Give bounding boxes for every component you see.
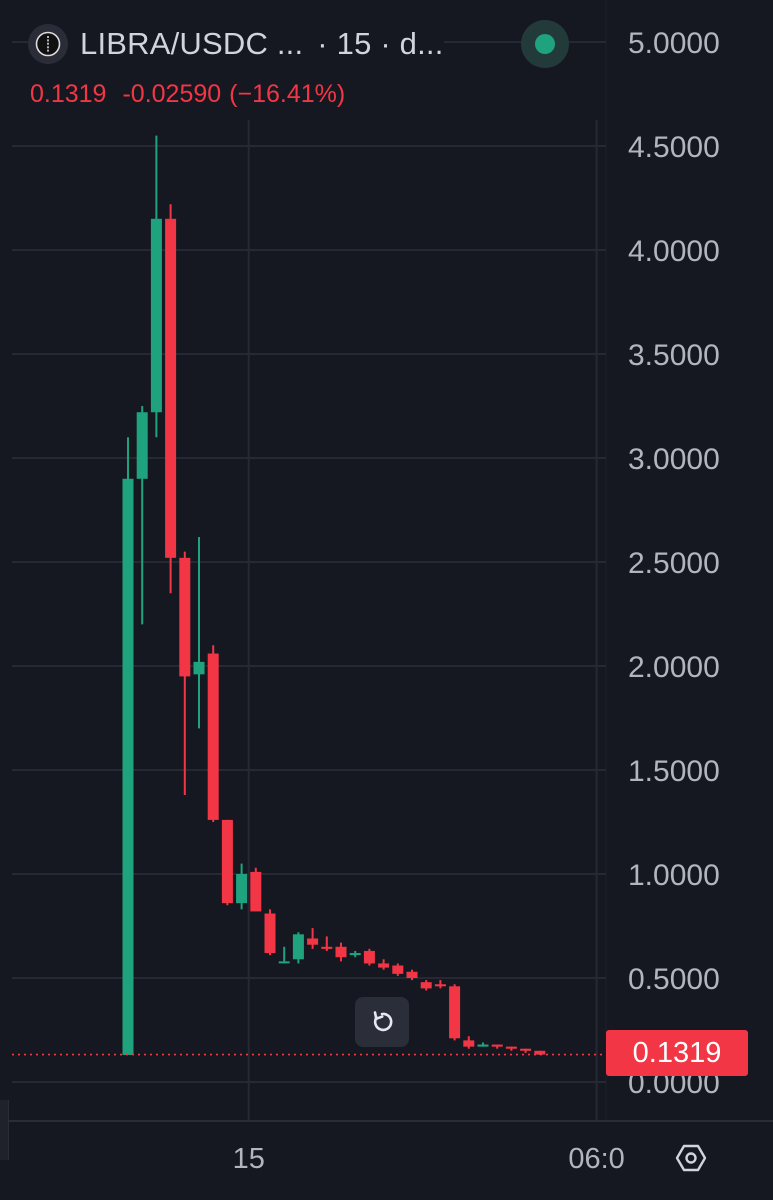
candle (534, 1050, 546, 1055)
candle (207, 645, 219, 822)
candle-body (321, 946, 333, 949)
candle (193, 537, 205, 729)
libra-logo-icon (28, 24, 68, 64)
price-axis-label: 0.5000 (628, 963, 720, 996)
candle-body (136, 412, 148, 479)
status-dot-icon (535, 34, 555, 54)
candle-body (434, 984, 446, 987)
candle (221, 819, 233, 906)
price-summary: 0.1319 -0.02590 (−16.41%) (30, 80, 345, 109)
market-status-indicator[interactable] (521, 20, 569, 68)
candle-body (207, 653, 219, 820)
candle-body (221, 819, 233, 904)
candle-body (406, 971, 418, 978)
candle-body (491, 1044, 503, 1047)
candles (12, 135, 606, 1056)
price-axis-label: 1.0000 (628, 859, 720, 892)
candle (292, 932, 304, 964)
candle (349, 950, 361, 958)
candle-body (250, 871, 262, 912)
candle-body (193, 661, 205, 675)
candle (520, 1048, 532, 1053)
current-price-tag: 0.1319 (606, 1030, 748, 1076)
candle-body (378, 963, 390, 968)
candle-body (179, 557, 191, 677)
candle (122, 437, 134, 1055)
candle (307, 928, 319, 949)
price-axis-label: 2.5000 (628, 547, 720, 580)
candle (406, 969, 418, 981)
price-axis-label: 4.5000 (628, 131, 720, 164)
price-change-percent: (−16.41%) (229, 80, 346, 108)
candle (150, 135, 162, 438)
candle-body (534, 1050, 546, 1055)
candle (136, 406, 148, 625)
candle-body (349, 953, 361, 956)
symbol-header[interactable]: LIBRA/USDC ... · 15 · d... (28, 20, 444, 68)
interval-label: · 15 · d... (317, 26, 444, 61)
candle (278, 946, 290, 964)
candle-body (307, 938, 319, 945)
candle (505, 1046, 517, 1051)
candle-body (392, 965, 404, 974)
candle (477, 1042, 489, 1047)
candle (321, 936, 333, 951)
candle-body (505, 1046, 517, 1049)
candle (392, 963, 404, 976)
candle-body (335, 946, 347, 958)
candle-body (449, 986, 461, 1039)
last-price: 0.1319 (30, 80, 107, 108)
candle (165, 204, 177, 594)
candle-body (278, 961, 290, 964)
price-axis: 5.0000 4.5000 4.0000 3.5000 3.0000 2.5000 2.00… (605, 0, 720, 1121)
rotate-ccw-icon (373, 1011, 393, 1032)
price-axis-label: 3.5000 (628, 339, 720, 372)
reset-chart-button[interactable] (355, 997, 409, 1047)
candle (491, 1044, 503, 1049)
candle (378, 959, 390, 970)
candle (420, 980, 432, 991)
candle-body (520, 1048, 532, 1051)
candle (463, 1036, 475, 1049)
price-axis-label: 5.0000 (628, 27, 720, 60)
price-axis-label: 1.5000 (628, 755, 720, 788)
candle (449, 984, 461, 1041)
price-axis-label: 2.0000 (628, 651, 720, 684)
time-axis-label: 06:0 (568, 1143, 624, 1175)
chart-grid (12, 41, 606, 1120)
candle-body (165, 218, 177, 558)
chart-settings-button[interactable] (668, 1135, 714, 1181)
candle-body (420, 982, 432, 989)
candle-body (236, 874, 248, 904)
candle-body (363, 950, 375, 964)
candle (250, 867, 262, 912)
time-axis: 15 06:0 (0, 1120, 773, 1175)
candle-body (477, 1044, 489, 1047)
candle-body (150, 218, 162, 413)
candle (179, 551, 191, 795)
candle-body (264, 913, 276, 954)
hexagon-settings-icon (675, 1144, 707, 1172)
time-axis-label: 15 (233, 1143, 265, 1175)
price-axis-label: 4.0000 (628, 235, 720, 268)
candle (434, 980, 446, 989)
symbol-title: LIBRA/USDC ... (80, 26, 304, 61)
candle (363, 948, 375, 966)
candle (236, 863, 248, 910)
candle-body (463, 1040, 475, 1047)
candle (264, 909, 276, 956)
panel-resize-handle[interactable] (0, 1100, 9, 1160)
price-axis-label: 3.0000 (628, 443, 720, 476)
candle (335, 942, 347, 962)
candle-body (292, 934, 304, 960)
price-change: -0.02590 (122, 80, 222, 108)
candle-body (122, 478, 134, 1055)
